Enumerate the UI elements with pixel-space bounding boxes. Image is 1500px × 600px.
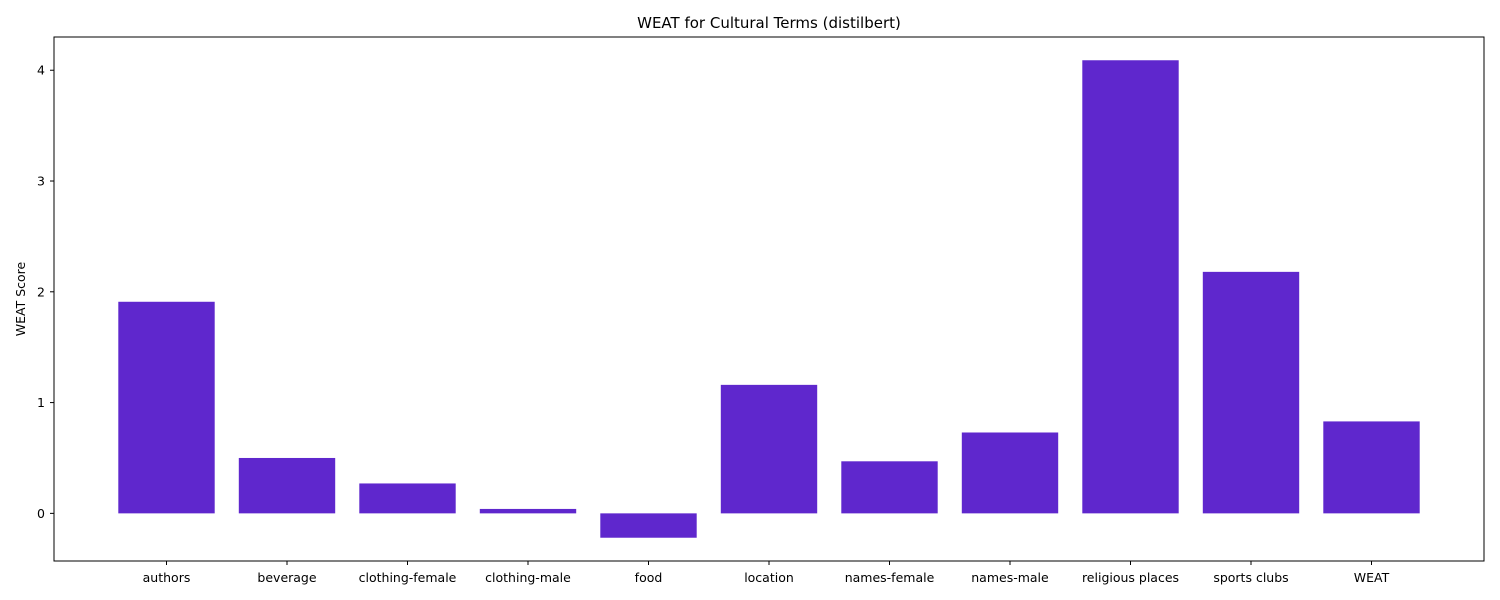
bar-location <box>720 384 818 514</box>
bar-beverage <box>238 457 336 514</box>
y-axis-title: WEAT Score <box>13 261 28 336</box>
bar-names-female <box>841 461 938 514</box>
bar-clothing-male <box>479 508 577 514</box>
x-tick-label: food <box>635 570 663 585</box>
bar-food <box>600 513 697 538</box>
bar-sports-clubs <box>1202 271 1300 514</box>
x-tick-label: clothing-male <box>485 570 571 585</box>
bar-authors <box>118 301 215 514</box>
y-tick-label: 2 <box>37 284 45 299</box>
y-tick-label: 1 <box>37 395 45 410</box>
plot-frame <box>53 36 1485 562</box>
x-tick-label: names-male <box>971 570 1049 585</box>
x-tick-label: WEAT <box>1354 570 1390 585</box>
x-tick-label: location <box>744 570 794 585</box>
y-tick-label: 4 <box>37 63 45 78</box>
bar-names-male <box>961 432 1059 514</box>
bar-WEAT <box>1323 421 1420 514</box>
x-axis: authors beverage clothing-female clothing-m… <box>143 561 1390 585</box>
x-tick-label: religious places <box>1082 570 1179 585</box>
chart-title: WEAT for Cultural Terms (distilbert) <box>637 14 901 32</box>
y-tick-label: 0 <box>37 506 45 521</box>
x-tick-label: authors <box>143 570 191 585</box>
bar-religious-places <box>1082 60 1179 514</box>
y-tick-label: 3 <box>37 174 45 189</box>
y-axis: 0 1 2 3 4 <box>37 63 54 521</box>
x-tick-label: beverage <box>257 570 316 585</box>
x-tick-label: names-female <box>845 570 935 585</box>
x-tick-label: clothing-female <box>359 570 457 585</box>
x-tick-label: sports clubs <box>1213 570 1288 585</box>
bars-group <box>118 60 1420 538</box>
bar-clothing-female <box>359 483 456 514</box>
